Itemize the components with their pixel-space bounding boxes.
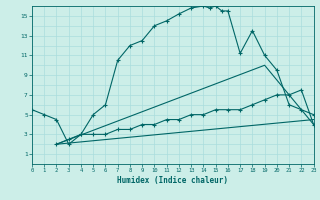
X-axis label: Humidex (Indice chaleur): Humidex (Indice chaleur) [117, 176, 228, 185]
